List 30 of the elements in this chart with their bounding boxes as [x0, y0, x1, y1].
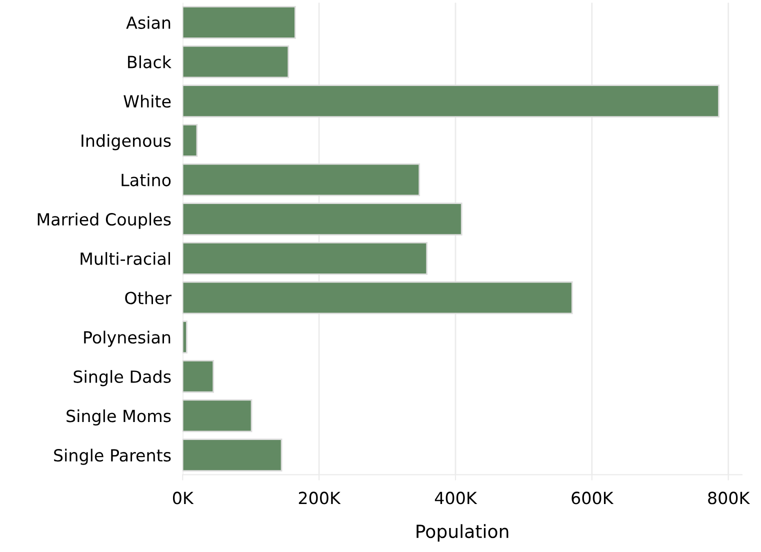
bar: [182, 45, 290, 78]
y-tick-label: Single Dads: [74, 370, 171, 386]
bar: [182, 163, 420, 196]
x-tick-label: 800K: [708, 492, 750, 504]
bar: [182, 84, 720, 118]
bar: [182, 281, 573, 314]
x-axis-title: Population: [416, 524, 508, 542]
y-tick-label: Black: [128, 55, 172, 68]
y-tick-label: Asian: [126, 16, 170, 29]
bar: [182, 124, 198, 157]
bar: [182, 242, 428, 275]
x-tick-label: 600K: [572, 492, 614, 504]
x-tick-label: 400K: [434, 492, 478, 504]
y-tick-label: Polynesian: [84, 330, 170, 347]
y-tick-label: Married Couples: [38, 212, 171, 229]
bar: [182, 202, 462, 236]
y-tick-label: Latino: [122, 173, 171, 186]
x-tick-label: 0K: [172, 492, 194, 504]
y-tick-label: Single Moms: [66, 409, 171, 426]
y-tick-label: Single Parents: [54, 448, 171, 465]
bar: [182, 360, 214, 393]
bar: [182, 438, 282, 472]
x-tick-label: 200K: [298, 492, 341, 504]
bar: [182, 399, 252, 432]
y-tick-label: Multi-racial: [80, 252, 170, 265]
y-tick-label: Other: [125, 291, 172, 304]
bar: [182, 6, 296, 39]
y-tick-label: Indigenous: [82, 134, 171, 150]
bar: [182, 320, 188, 354]
y-tick-label: White: [124, 94, 171, 108]
